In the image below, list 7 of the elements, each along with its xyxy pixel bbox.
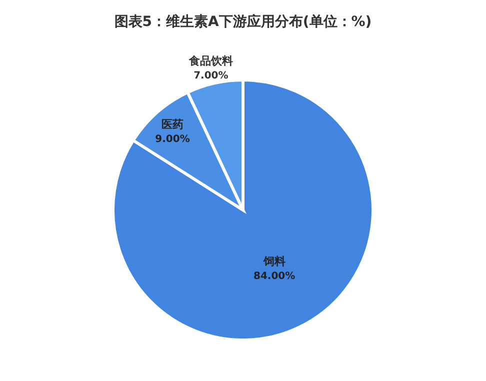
slice-label: 医药 <box>162 118 184 132</box>
data-label: 9.00% <box>155 134 190 146</box>
slice-label: 食品饮料 <box>188 54 233 68</box>
data-label: 84.00% <box>253 270 296 282</box>
slice-label: 饲料 <box>262 254 286 268</box>
data-label: 7.00% <box>194 70 228 82</box>
chart-title: 图表5：维生素A下游应用分布(单位：%) <box>114 13 372 30</box>
